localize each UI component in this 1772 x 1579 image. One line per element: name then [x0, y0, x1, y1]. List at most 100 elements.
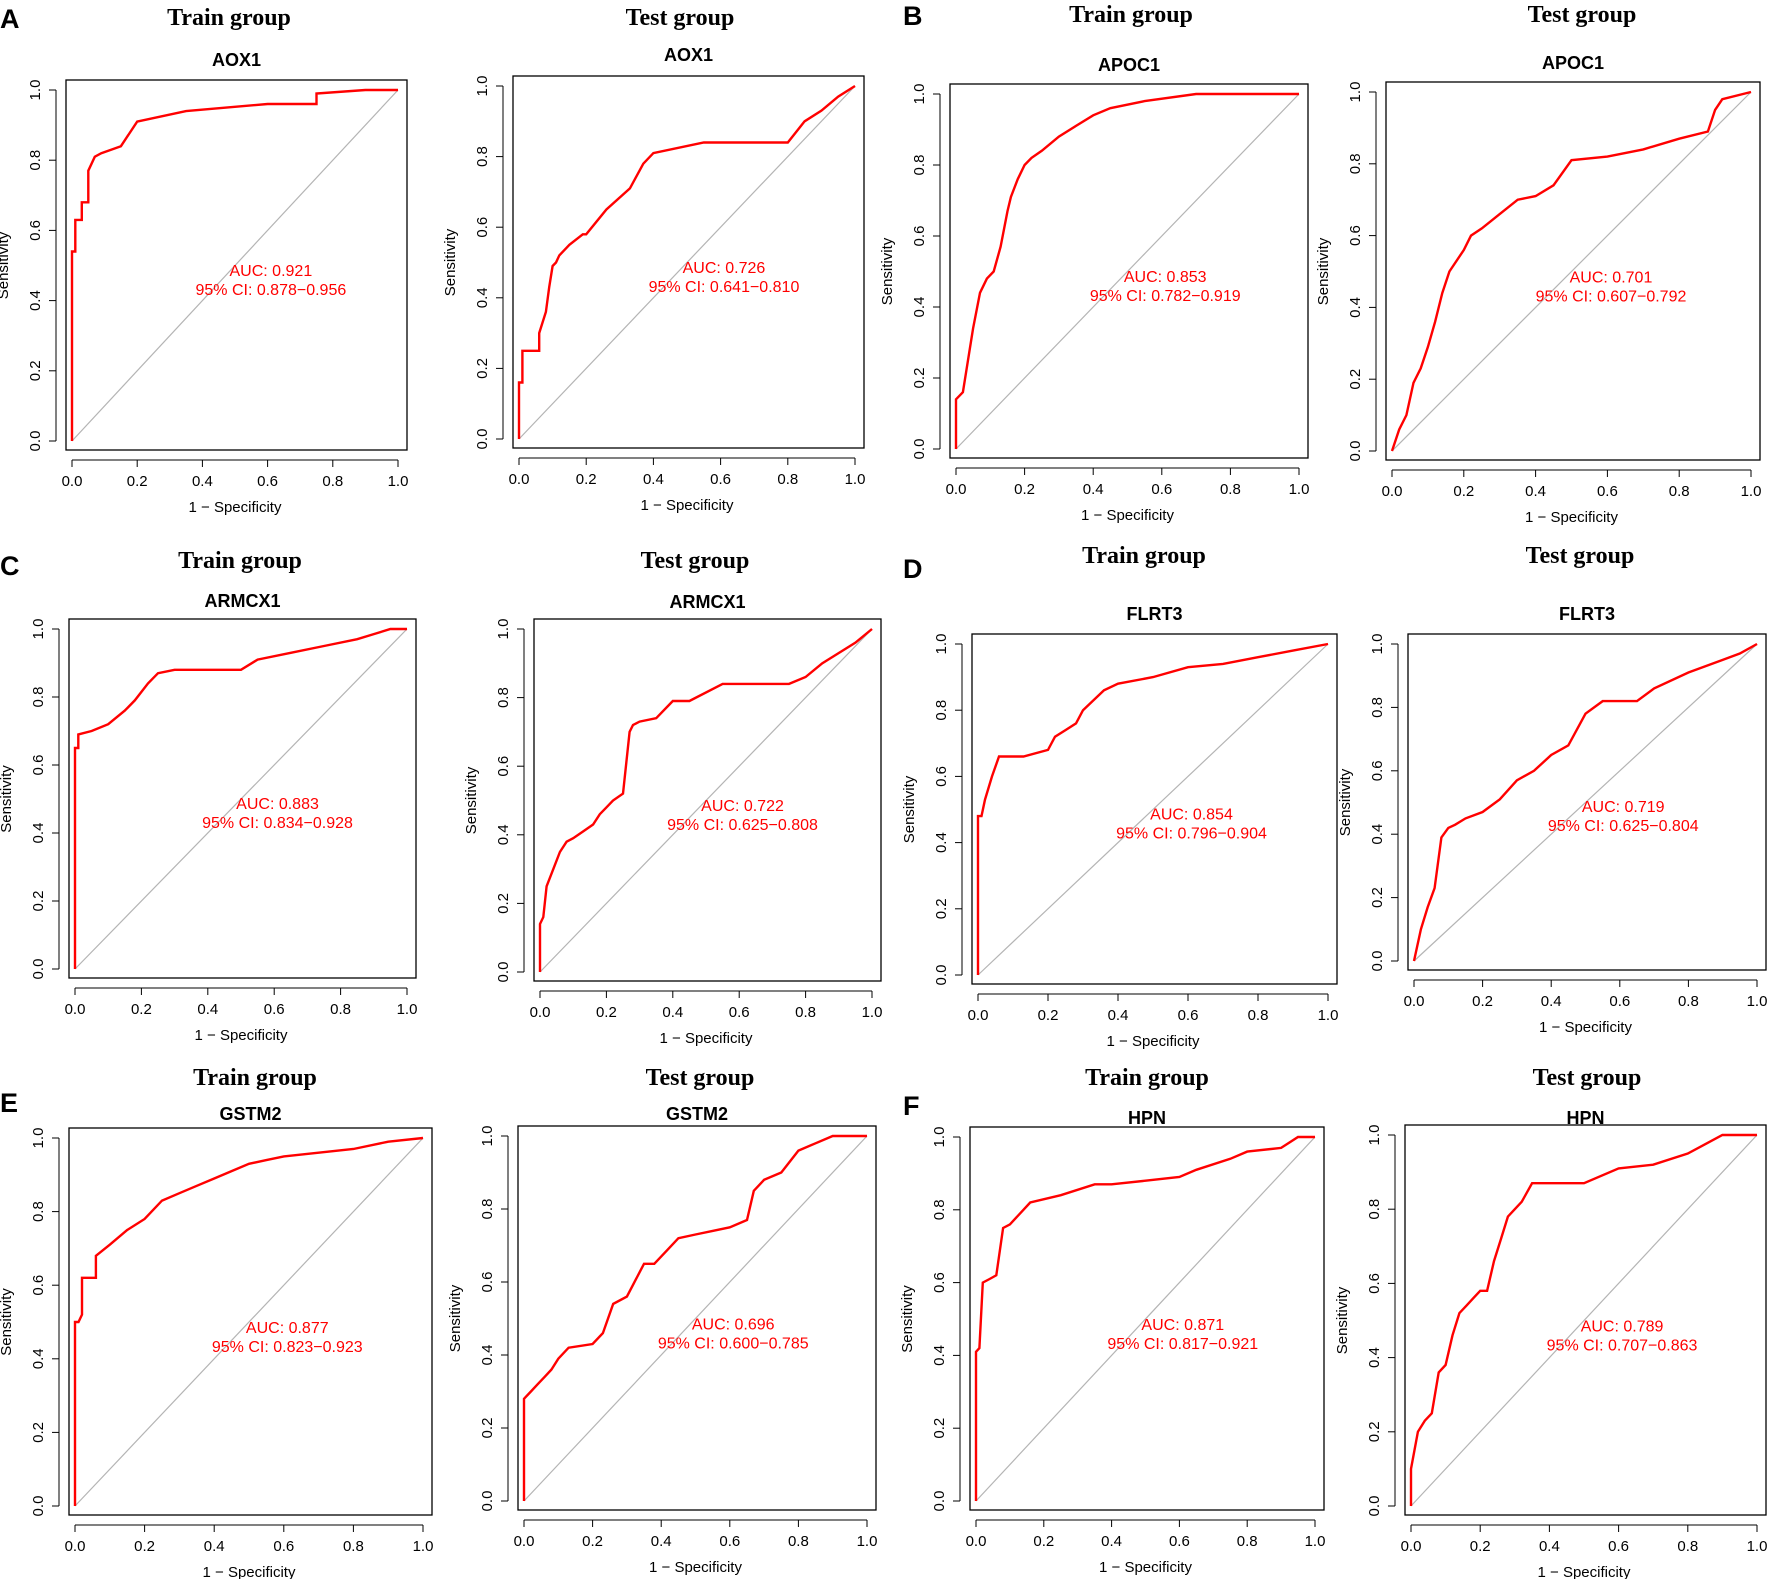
y-tick-label: 0.6 — [474, 217, 491, 238]
y-tick-label: 0.2 — [911, 368, 928, 389]
auc-value: AUC: 0.877 — [246, 1320, 329, 1337]
group-title: Train group — [1082, 543, 1206, 569]
auc-ci: 95% CI: 0.782−0.919 — [1090, 288, 1241, 305]
roc-curve — [70, 88, 398, 441]
auc-value: AUC: 0.883 — [236, 796, 319, 813]
x-tick-label: 0.2 — [582, 1533, 603, 1550]
x-axis-label: 1 − Specificity — [649, 1559, 742, 1576]
y-tick-label: 0.6 — [30, 755, 47, 776]
y-tick-label: 1.0 — [495, 619, 512, 640]
x-tick-label: 1.0 — [1318, 1007, 1339, 1024]
y-tick-label: 0.8 — [495, 687, 512, 708]
x-tick-label: 0.6 — [1151, 481, 1172, 498]
auc-ci: 95% CI: 0.878−0.956 — [195, 282, 346, 299]
x-tick-label: 0.6 — [719, 1533, 740, 1550]
gene-title: ARMCX1 — [204, 591, 280, 611]
y-tick-label: 0.6 — [1366, 1273, 1383, 1294]
y-tick-label: 1.0 — [27, 80, 44, 101]
panel-letter: D — [903, 554, 923, 584]
y-tick-label: 0.0 — [911, 439, 928, 460]
x-axis-label: 1 − Specificity — [1539, 1019, 1632, 1036]
x-tick-label: 0.2 — [596, 1004, 617, 1021]
x-tick-label: 1.0 — [845, 471, 866, 488]
plot-frame — [1385, 81, 1761, 461]
auc-ci: 95% CI: 0.607−0.792 — [1536, 288, 1687, 305]
y-tick-label: 0.0 — [30, 1496, 47, 1517]
x-axis-label: 1 − Specificity — [641, 497, 734, 514]
panel-letter: F — [903, 1091, 920, 1121]
auc-ci: 95% CI: 0.823−0.923 — [212, 1339, 363, 1356]
roc-panel-7: D Train group FLRT3 0.0 0.0 0.2 0.2 0.4 0.4 0.6 0.… — [901, 543, 1338, 1050]
x-tick-label: 0.0 — [514, 1533, 535, 1550]
x-tick-label: 0.4 — [1541, 993, 1562, 1010]
reference-diagonal — [1391, 91, 1752, 452]
x-tick-label: 0.6 — [710, 471, 731, 488]
auc-ci: 95% CI: 0.796−0.904 — [1116, 825, 1267, 842]
reference-diagonal — [955, 93, 1300, 450]
x-axis-label: 1 − Specificity — [660, 1030, 753, 1047]
y-tick-label: 1.0 — [1366, 1125, 1383, 1146]
roc-curve — [1390, 90, 1752, 452]
x-tick-label: 1.0 — [397, 1001, 418, 1018]
x-tick-label: 0.4 — [192, 473, 213, 490]
x-tick-label: 0.2 — [1038, 1007, 1059, 1024]
y-tick-label: 0.6 — [479, 1272, 496, 1293]
x-tick-label: 1.0 — [1741, 483, 1762, 500]
y-tick-label: 0.4 — [911, 297, 928, 318]
x-tick-label: 0.2 — [131, 1001, 152, 1018]
roc-panel-9: E Train group GSTM2 0.0 0.0 0.2 0.2 0.4 0.4 0.6 0.… — [0, 1065, 433, 1579]
x-tick-label: 0.6 — [1597, 483, 1618, 500]
auc-value: AUC: 0.726 — [683, 260, 766, 277]
x-tick-label: 0.4 — [651, 1533, 672, 1550]
y-tick-label: 0.4 — [30, 1348, 47, 1369]
x-tick-label: 0.2 — [134, 1538, 155, 1555]
roc-panel-1: A Train group AOX1 0.0 0.0 0.2 0.2 0.4 0.4 0.6 0.6… — [0, 4, 408, 516]
y-axis-label: Sensitivity — [901, 775, 918, 843]
y-tick-label: 0.2 — [1366, 1421, 1383, 1442]
x-tick-label: 0.4 — [1525, 483, 1546, 500]
auc-value: AUC: 0.696 — [692, 1316, 775, 1333]
auc-value: AUC: 0.719 — [1582, 799, 1665, 816]
panel-letter: C — [0, 551, 20, 581]
roc-curve — [73, 1136, 424, 1506]
gene-title: ARMCX1 — [669, 592, 745, 612]
y-axis-label: Sensitivity — [899, 1285, 916, 1353]
roc-curve — [974, 1135, 1315, 1501]
gene-title: APOC1 — [1542, 53, 1604, 73]
y-tick-label: 1.0 — [474, 76, 491, 97]
y-tick-label: 0.6 — [30, 1275, 47, 1296]
x-tick-label: 1.0 — [1289, 481, 1310, 498]
x-tick-label: 0.0 — [62, 473, 83, 490]
group-title: Train group — [167, 5, 291, 31]
y-tick-label: 0.4 — [474, 287, 491, 308]
roc-curve — [73, 627, 407, 969]
y-tick-label: 0.2 — [1347, 369, 1364, 390]
y-tick-label: 1.0 — [479, 1126, 496, 1147]
x-tick-label: 0.4 — [1101, 1533, 1122, 1550]
y-tick-label: 0.0 — [1369, 951, 1386, 972]
group-title: Test group — [1533, 1065, 1642, 1091]
y-tick-label: 0.8 — [30, 1201, 47, 1222]
x-tick-label: 1.0 — [413, 1538, 434, 1555]
group-title: Test group — [1528, 2, 1637, 28]
y-tick-label: 0.4 — [931, 1345, 948, 1366]
reference-diagonal — [71, 89, 399, 442]
x-tick-label: 0.6 — [1609, 993, 1630, 1010]
x-tick-label: 0.8 — [777, 471, 798, 488]
plot-frame — [517, 1125, 877, 1511]
auc-value: AUC: 0.701 — [1570, 269, 1653, 286]
y-tick-label: 0.0 — [931, 1491, 948, 1512]
x-tick-label: 1.0 — [1747, 993, 1768, 1010]
reference-diagonal — [1410, 1134, 1758, 1507]
plot-frame — [949, 83, 1309, 459]
x-tick-label: 0.0 — [509, 471, 530, 488]
gene-title: AOX1 — [664, 45, 713, 65]
y-tick-label: 0.6 — [911, 226, 928, 247]
roc-panel-8: Test group FLRT3 0.0 0.0 0.2 0.2 0.4 0.4 0.6 0.6 0… — [1337, 543, 1767, 1036]
y-tick-label: 0.0 — [27, 431, 44, 452]
x-tick-label: 1.0 — [388, 473, 409, 490]
y-tick-label: 0.4 — [1366, 1347, 1383, 1368]
roc-panel-6: Test group ARMCX1 0.0 0.0 0.2 0.2 0.4 0.4 0.6 0.6… — [463, 548, 882, 1047]
y-tick-label: 0.4 — [495, 824, 512, 845]
y-tick-label: 0.0 — [479, 1491, 496, 1512]
